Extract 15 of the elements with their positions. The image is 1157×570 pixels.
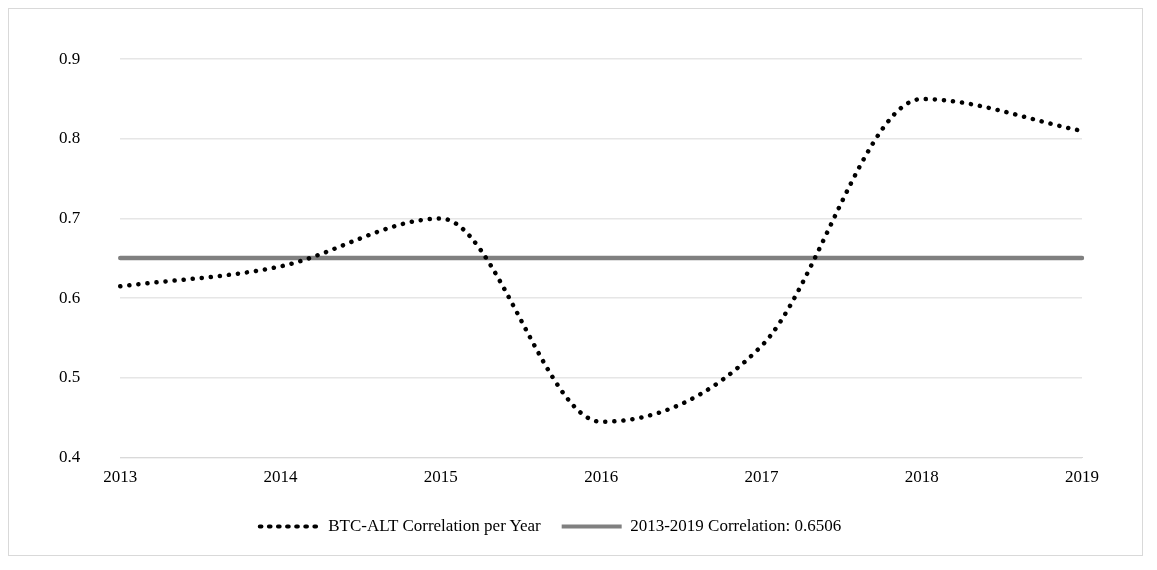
y-tick-label: 0.8: [59, 128, 81, 148]
x-tick-label: 2018: [904, 467, 939, 487]
legend-label: BTC-ALT Correlation per Year: [328, 515, 542, 535]
y-tick-label: 0.9: [59, 48, 81, 68]
x-tick-label: 2013: [103, 467, 138, 487]
x-tick-label: 2014: [263, 467, 299, 487]
x-tick-label: 2017: [744, 467, 779, 487]
x-tick-label: 2016: [584, 467, 619, 487]
y-tick-label: 0.6: [59, 287, 81, 307]
x-tick-label: 2019: [1065, 467, 1099, 487]
legend-label: 2013-2019 Correlation: 0.6506: [630, 515, 842, 535]
y-tick-label: 0.4: [59, 447, 81, 467]
x-tick-label: 2015: [423, 467, 458, 487]
y-tick-label: 0.5: [59, 367, 81, 387]
y-tick-label: 0.7: [59, 208, 81, 228]
